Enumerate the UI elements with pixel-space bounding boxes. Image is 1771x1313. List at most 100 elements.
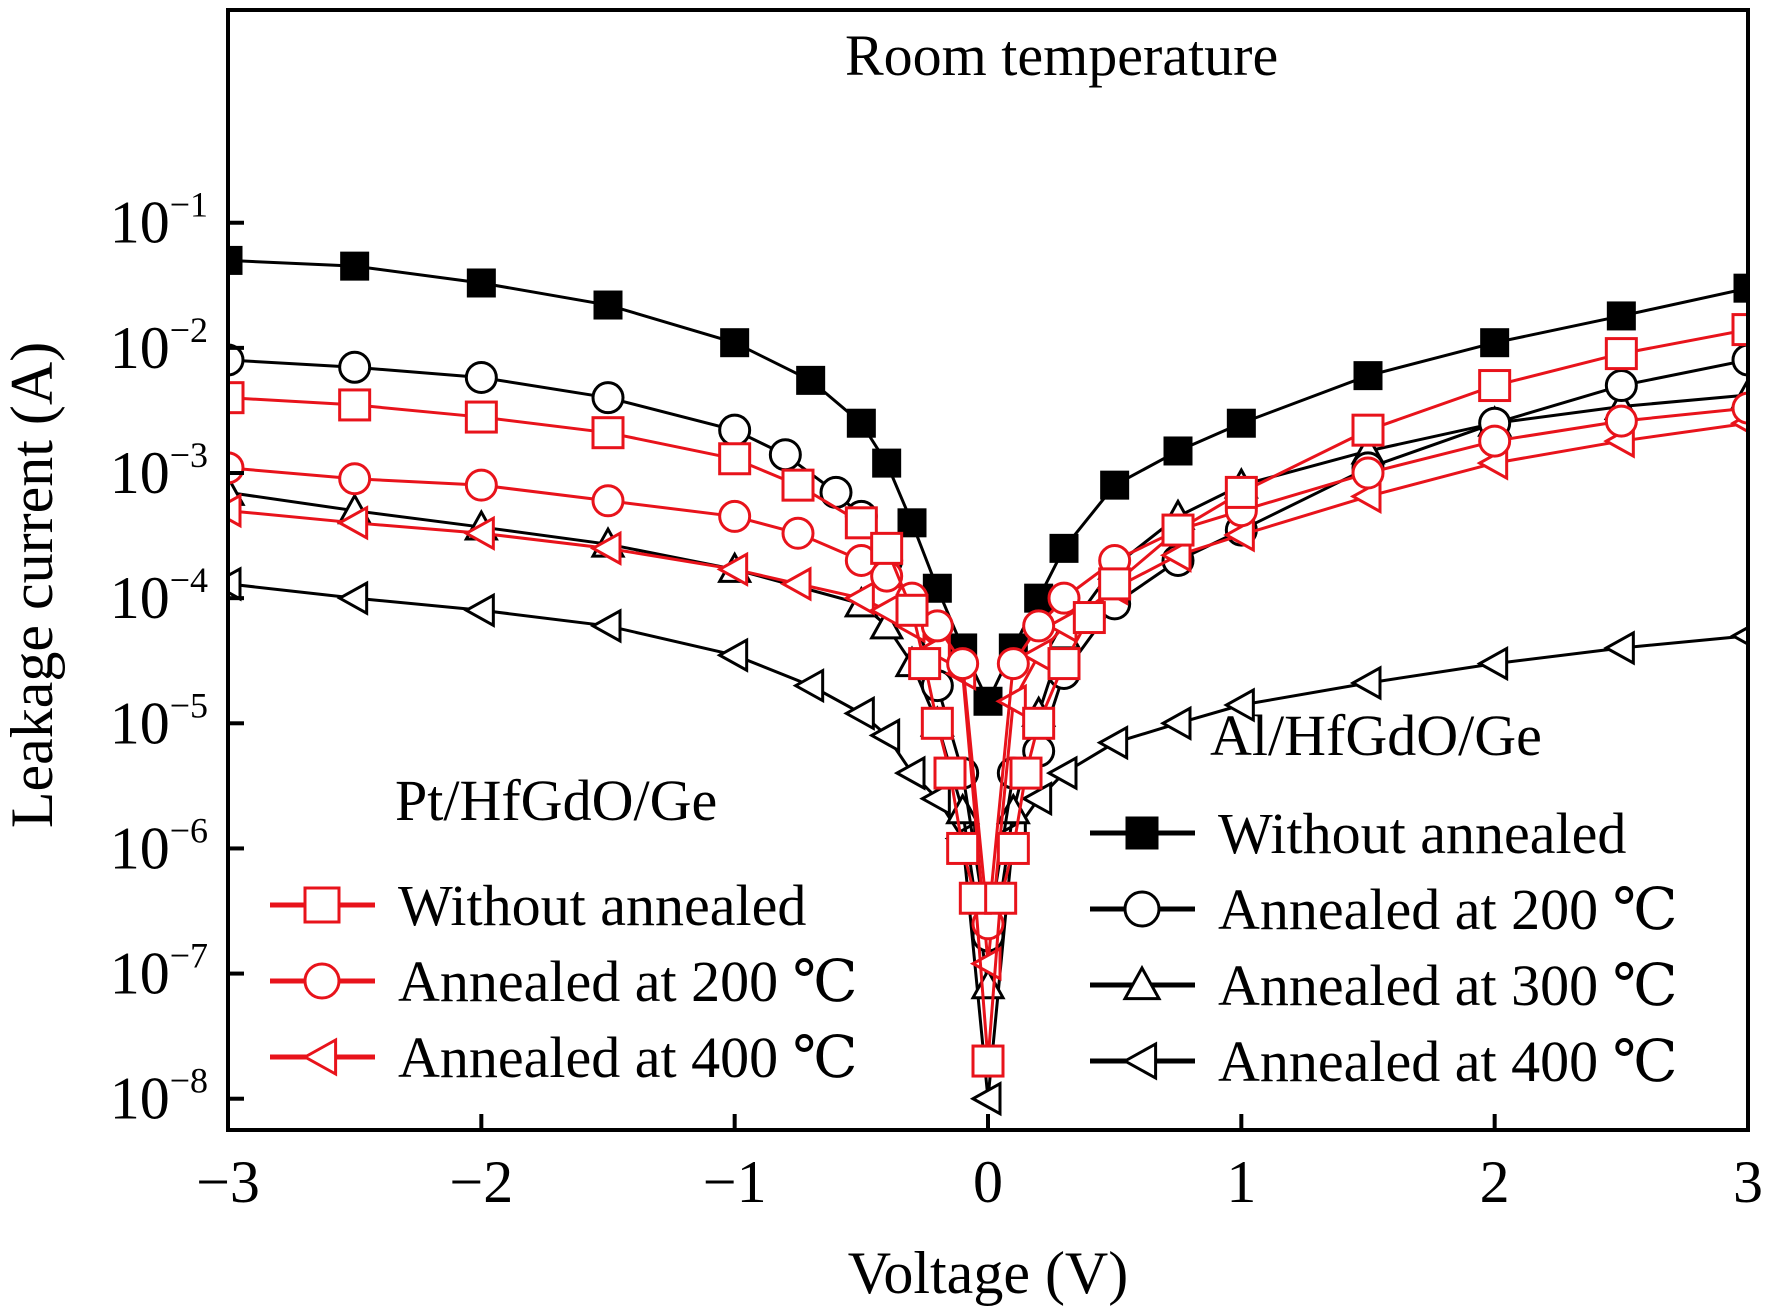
data-point xyxy=(338,350,372,384)
data-point xyxy=(1022,706,1056,740)
annotation-al-group: Al/HfGdO/Ge xyxy=(1210,703,1542,768)
x-tick-label: 1 xyxy=(1226,1149,1256,1215)
data-point xyxy=(336,580,369,616)
legend-entry: Without annealed xyxy=(1090,801,1626,866)
data-point xyxy=(893,755,926,791)
data-point xyxy=(969,1081,1002,1117)
data-point xyxy=(1731,313,1748,347)
data-point xyxy=(1604,337,1638,371)
data-point xyxy=(1223,517,1255,553)
legend-entry: Annealed at 200 ℃ xyxy=(270,949,857,1014)
data-point xyxy=(920,706,954,740)
data-point xyxy=(593,290,623,320)
legend-marker xyxy=(1123,890,1161,928)
data-point xyxy=(792,668,825,704)
y-tick-label: 10−8 xyxy=(110,1061,208,1132)
legend-label: Annealed at 300 ℃ xyxy=(1218,953,1677,1018)
legend-entry: Annealed at 200 ℃ xyxy=(1090,877,1677,942)
legend-marker xyxy=(1125,816,1159,850)
data-point xyxy=(1351,413,1385,447)
data-point xyxy=(338,388,372,422)
data-point xyxy=(336,505,369,541)
legend-pt: Without annealed Annealed at 200 ℃ Anneale… xyxy=(270,873,857,1090)
data-point xyxy=(1226,408,1256,438)
data-point xyxy=(796,365,826,395)
data-point xyxy=(1480,328,1510,358)
x-tick-label: −1 xyxy=(703,1149,767,1215)
data-point xyxy=(1604,369,1638,403)
data-point xyxy=(1349,665,1382,701)
data-point xyxy=(1020,781,1053,817)
data-point xyxy=(868,717,901,753)
data-point xyxy=(591,381,625,415)
legend-marker xyxy=(1122,964,1162,1001)
data-point xyxy=(872,448,902,478)
legend-label: Without annealed xyxy=(1218,801,1626,866)
data-point xyxy=(1604,404,1638,438)
data-point xyxy=(781,468,815,502)
legend-entry: Annealed at 300 ℃ xyxy=(1090,953,1677,1018)
data-point xyxy=(781,516,815,550)
data-point xyxy=(463,592,495,628)
series-al-square-filled xyxy=(228,245,1748,716)
data-point xyxy=(1606,301,1636,331)
data-point xyxy=(1022,609,1056,643)
legend-marker xyxy=(1121,1041,1158,1081)
data-point xyxy=(946,647,980,681)
x-tick-label: 2 xyxy=(1480,1149,1510,1215)
data-point xyxy=(1159,537,1192,573)
data-point xyxy=(464,468,498,502)
data-point xyxy=(338,462,372,496)
legend-marker xyxy=(301,1037,338,1077)
series-pt-square-open xyxy=(228,313,1748,1078)
data-point xyxy=(1009,756,1043,790)
ticks-layer: −3 −2 −1 0 1 2 3 10−1 10−2 10−3 10−4 10−5 10−6 10−7 10… xyxy=(110,185,1763,1215)
y-tick-label: 10−1 xyxy=(110,185,208,256)
x-tick-label: 0 xyxy=(973,1149,1003,1215)
data-point xyxy=(1223,687,1255,723)
data-point xyxy=(340,251,370,281)
data-point xyxy=(984,881,1018,915)
legend-al: Without annealed Annealed at 200 ℃ Anneale… xyxy=(1090,801,1677,1094)
x-tick-label: 3 xyxy=(1733,1149,1763,1215)
data-point xyxy=(463,515,495,551)
data-point xyxy=(716,551,749,587)
series-line-pt-square-open xyxy=(228,328,1748,1062)
data-point xyxy=(591,416,625,450)
annotation-room-temperature: Room temperature xyxy=(845,23,1278,88)
data-point xyxy=(1045,755,1078,791)
data-point xyxy=(1159,705,1192,741)
data-point xyxy=(589,608,622,644)
series-line-al-triangle-left-open xyxy=(228,582,1748,1099)
data-point xyxy=(870,531,904,565)
data-point xyxy=(1731,343,1748,377)
legend-entry: Without annealed xyxy=(270,873,806,938)
data-point xyxy=(464,360,498,394)
legend-label: Annealed at 400 ℃ xyxy=(1218,1029,1677,1094)
legend-label: Annealed at 200 ℃ xyxy=(1218,877,1677,942)
data-point xyxy=(1047,581,1081,615)
data-point xyxy=(1163,436,1193,466)
data-point xyxy=(1603,630,1635,666)
data-point xyxy=(996,647,1030,681)
data-point xyxy=(589,530,622,566)
y-tick-label: 10−7 xyxy=(110,936,208,1007)
data-point xyxy=(933,756,967,790)
data-point xyxy=(464,400,498,434)
x-tick-label: −3 xyxy=(196,1149,260,1215)
data-point xyxy=(768,438,802,472)
series-line-al-square-filled xyxy=(228,258,1748,705)
data-point xyxy=(228,245,243,275)
legend-label: Without annealed xyxy=(398,873,806,938)
data-point xyxy=(1072,601,1106,635)
legend-marker xyxy=(303,886,341,924)
data-point xyxy=(908,647,942,681)
data-point xyxy=(970,967,1006,1000)
data-point xyxy=(946,831,980,865)
data-point xyxy=(720,328,750,358)
data-point xyxy=(897,508,927,538)
data-point xyxy=(971,1044,1005,1078)
x-axis-title: Voltage (V) xyxy=(848,1240,1129,1306)
x-tick-label: −2 xyxy=(449,1149,513,1215)
